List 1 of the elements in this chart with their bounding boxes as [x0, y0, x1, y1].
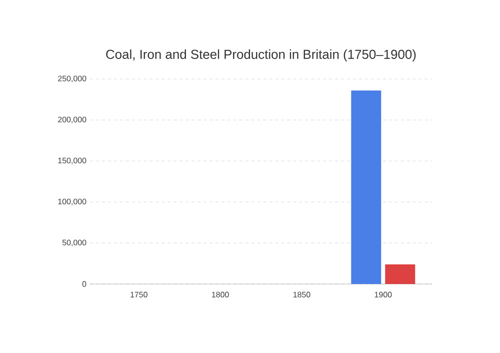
chart-title: Coal, Iron and Steel Production in Britain (1750–1900): [106, 49, 416, 62]
